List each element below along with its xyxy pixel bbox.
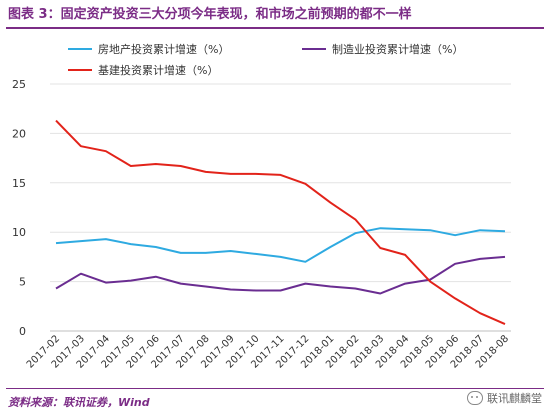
series-line-1 — [55, 255, 506, 295]
series-line-2 — [55, 119, 506, 326]
y-tick-label: 20 — [12, 127, 26, 140]
y-tick-label: 5 — [19, 276, 26, 289]
y-tick-label: 25 — [12, 78, 26, 91]
legend-swatch-manufacturing — [302, 48, 326, 50]
title-divider — [6, 27, 544, 29]
chart-title: 图表 3：固定资产投资三大分项今年表现，和市场之前预期的都不一样 — [8, 7, 412, 22]
y-tick-label: 10 — [12, 226, 26, 239]
legend-swatch-real-estate — [68, 48, 92, 50]
legend-label-infrastructure: 基建投资累计增速（%） — [98, 64, 219, 77]
y-tick-label: 0 — [19, 325, 26, 338]
legend-item-real-estate: 房地产投资累计增速（%） — [68, 42, 229, 56]
legend-label-manufacturing: 制造业投资累计增速（%） — [332, 43, 464, 56]
source-note: 资料来源：联讯证券，Wind — [8, 396, 150, 409]
watermark: 联讯麒麟堂 — [467, 390, 542, 406]
legend-swatch-infrastructure — [68, 69, 92, 71]
y-tick-label: 15 — [12, 177, 26, 190]
legend-label-real-estate: 房地产投资累计增速（%） — [98, 43, 230, 56]
wechat-icon — [467, 391, 483, 405]
footer-divider — [6, 388, 544, 389]
legend-item-infrastructure: 基建投资累计增速（%） — [68, 63, 218, 77]
legend-item-manufacturing: 制造业投资累计增速（%） — [302, 42, 463, 56]
watermark-text: 联讯麒麟堂 — [487, 392, 542, 405]
series-line-0 — [55, 227, 506, 263]
